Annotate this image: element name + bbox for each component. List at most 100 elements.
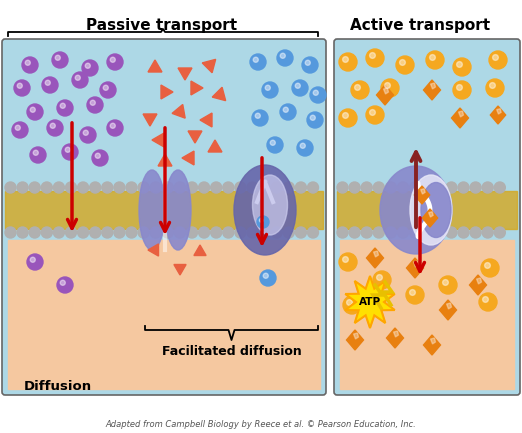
Circle shape <box>65 147 70 152</box>
Circle shape <box>41 227 52 238</box>
Polygon shape <box>161 85 173 99</box>
Circle shape <box>385 182 396 193</box>
Circle shape <box>55 55 61 60</box>
Circle shape <box>481 259 499 277</box>
Circle shape <box>295 83 300 88</box>
Circle shape <box>95 153 100 158</box>
Polygon shape <box>469 275 487 295</box>
Circle shape <box>370 110 375 115</box>
Circle shape <box>305 60 310 65</box>
Circle shape <box>60 103 65 108</box>
Polygon shape <box>423 80 441 100</box>
Polygon shape <box>188 131 202 143</box>
Circle shape <box>354 84 360 90</box>
Circle shape <box>370 52 375 58</box>
Circle shape <box>339 53 357 71</box>
Circle shape <box>277 50 293 66</box>
Circle shape <box>430 55 435 60</box>
Circle shape <box>280 53 286 58</box>
Circle shape <box>90 227 101 238</box>
Circle shape <box>87 97 103 113</box>
Circle shape <box>453 81 471 99</box>
Circle shape <box>259 227 270 238</box>
Circle shape <box>250 54 266 70</box>
Circle shape <box>446 227 457 238</box>
Polygon shape <box>152 133 164 147</box>
Circle shape <box>307 227 318 238</box>
Circle shape <box>259 218 263 222</box>
Circle shape <box>302 57 318 73</box>
Polygon shape <box>143 114 157 126</box>
Circle shape <box>422 182 433 193</box>
Polygon shape <box>407 258 423 278</box>
Polygon shape <box>148 60 162 72</box>
Circle shape <box>349 182 360 193</box>
Circle shape <box>457 61 462 68</box>
Circle shape <box>494 182 505 193</box>
Polygon shape <box>394 331 398 337</box>
Circle shape <box>90 182 101 193</box>
Circle shape <box>174 182 185 193</box>
Circle shape <box>381 79 399 97</box>
Circle shape <box>114 182 125 193</box>
Circle shape <box>102 182 113 193</box>
Circle shape <box>78 182 89 193</box>
Polygon shape <box>490 106 506 124</box>
Circle shape <box>458 227 469 238</box>
Circle shape <box>110 123 115 128</box>
Polygon shape <box>376 85 394 105</box>
Circle shape <box>12 122 28 138</box>
Circle shape <box>65 227 77 238</box>
Polygon shape <box>429 212 433 217</box>
Circle shape <box>235 227 246 238</box>
Circle shape <box>92 150 108 166</box>
Circle shape <box>366 106 384 124</box>
Text: Active transport: Active transport <box>350 18 490 33</box>
Circle shape <box>33 150 38 155</box>
Circle shape <box>53 227 64 238</box>
Circle shape <box>211 182 222 193</box>
Circle shape <box>150 227 161 238</box>
Circle shape <box>52 52 68 68</box>
Circle shape <box>397 227 409 238</box>
Circle shape <box>252 110 268 126</box>
Text: Facilitated diffusion: Facilitated diffusion <box>162 345 301 358</box>
Ellipse shape <box>410 175 452 245</box>
Circle shape <box>138 182 149 193</box>
Circle shape <box>397 182 409 193</box>
Circle shape <box>482 227 493 238</box>
Circle shape <box>410 182 421 193</box>
Circle shape <box>5 182 16 193</box>
Circle shape <box>45 80 50 85</box>
Circle shape <box>271 182 282 193</box>
Circle shape <box>17 227 28 238</box>
Circle shape <box>126 227 137 238</box>
Circle shape <box>271 227 282 238</box>
Circle shape <box>313 90 318 95</box>
Circle shape <box>265 85 270 90</box>
Circle shape <box>138 227 149 238</box>
Circle shape <box>470 227 481 238</box>
Polygon shape <box>374 251 378 257</box>
Polygon shape <box>158 154 172 166</box>
Circle shape <box>486 79 504 97</box>
Polygon shape <box>172 104 185 118</box>
Circle shape <box>366 49 384 67</box>
Bar <box>5 191 323 229</box>
Circle shape <box>186 227 197 238</box>
Circle shape <box>47 120 63 136</box>
Circle shape <box>114 227 125 238</box>
Circle shape <box>426 51 444 69</box>
Circle shape <box>307 182 318 193</box>
Circle shape <box>342 113 348 118</box>
Polygon shape <box>182 151 194 165</box>
Circle shape <box>470 182 481 193</box>
Circle shape <box>110 57 115 62</box>
Circle shape <box>107 120 123 136</box>
Circle shape <box>342 57 348 62</box>
Circle shape <box>453 58 471 76</box>
Circle shape <box>479 293 497 311</box>
Circle shape <box>17 83 22 88</box>
Ellipse shape <box>165 170 191 250</box>
Text: Diffusion: Diffusion <box>24 380 92 393</box>
